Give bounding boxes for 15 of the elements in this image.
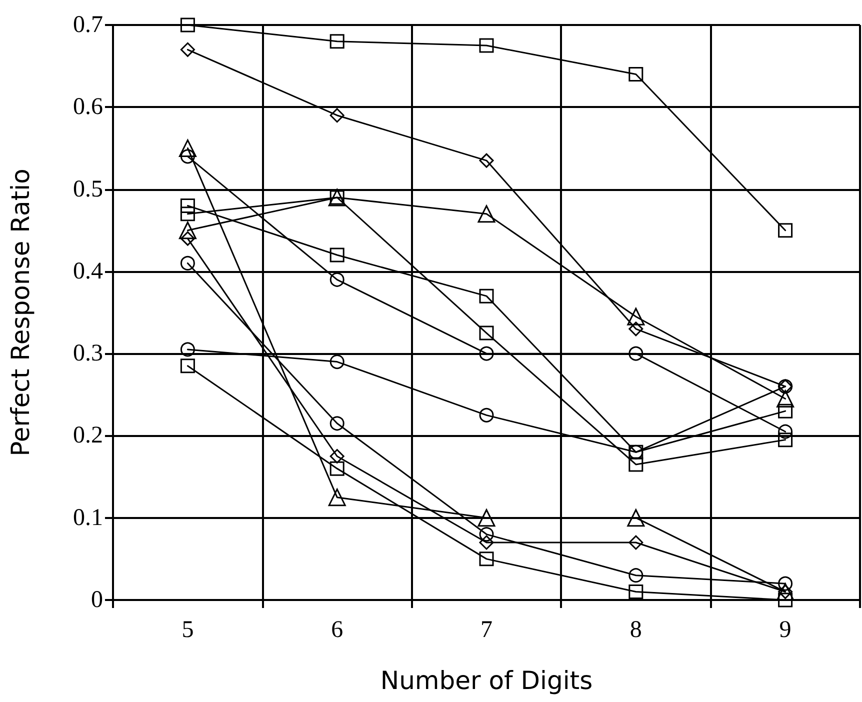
x-tick-label: 6 [331,617,344,643]
x-tick-label: 9 [779,617,792,643]
y-tick-label: 0.6 [73,94,103,120]
y-tick-label: 0.7 [73,12,103,38]
x-tick-label: 8 [630,617,642,643]
y-tick-label: 0.4 [73,258,103,284]
x-tick-label: 7 [480,617,492,643]
y-tick-label: 0.5 [73,176,103,202]
x-axis-title: Number of Digits [380,666,593,695]
y-tick-label: 0.1 [73,504,103,531]
y-tick-label: 0.3 [73,340,103,367]
y-tick-label: 0.2 [73,422,103,449]
y-tick-label: 0 [91,587,103,613]
x-tick-label: 5 [182,617,194,643]
y-axis-title: Perfect Response Ratio [6,168,35,456]
